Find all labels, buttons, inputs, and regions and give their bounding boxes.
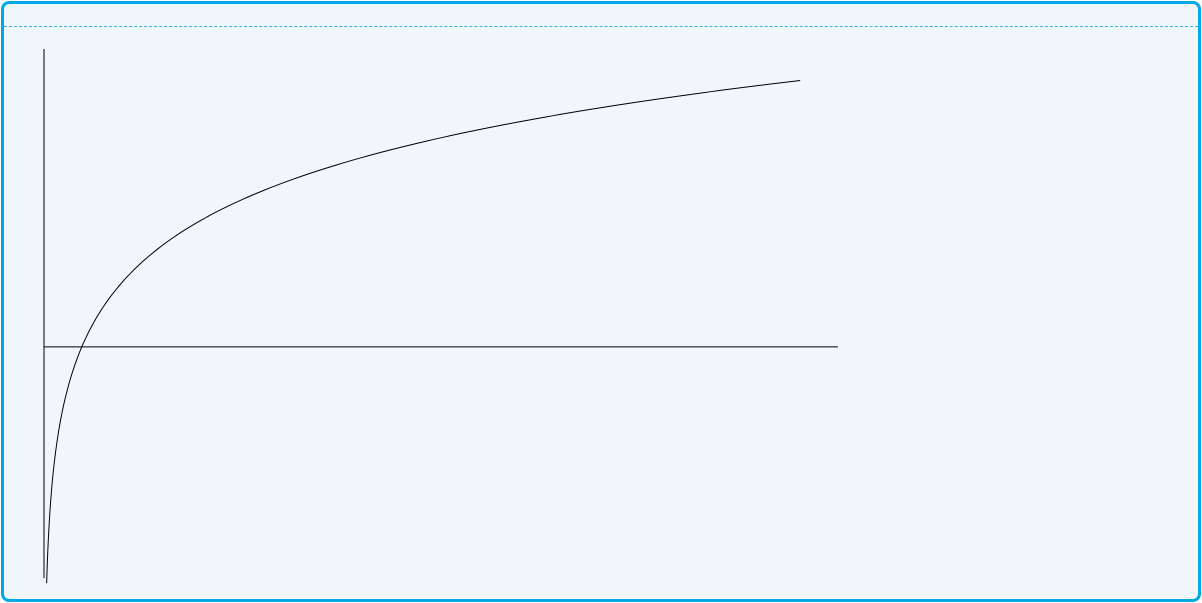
dashed-header-rule [4,26,1198,27]
series-line [46,80,801,584]
